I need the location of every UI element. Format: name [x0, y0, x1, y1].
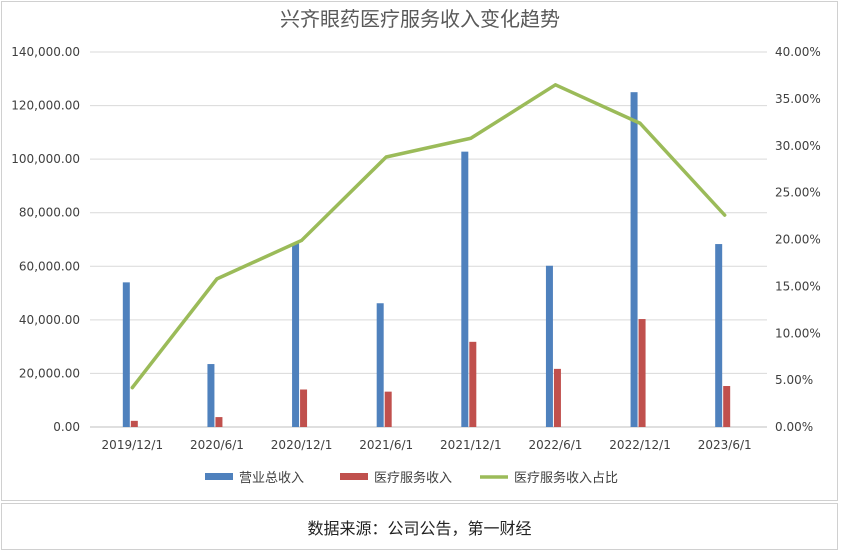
line-point	[384, 155, 388, 159]
bar-medical	[638, 319, 646, 427]
line-point	[469, 136, 473, 140]
source-note: 数据来源：公司公告，第一财经	[1, 503, 838, 550]
y-right-tick-label: 5.00%	[775, 373, 813, 387]
x-tick-label: 2021/6/1	[359, 438, 413, 452]
x-tick-label: 2023/6/1	[698, 438, 752, 452]
line-point	[638, 121, 642, 125]
legend-label: 营业总收入	[239, 471, 304, 486]
y-left-tick-label: 140,000.00	[11, 45, 80, 59]
bar-medical	[469, 341, 477, 427]
legend-label: 医疗服务收入占比	[514, 470, 618, 486]
x-tick-label: 2020/6/1	[190, 438, 244, 452]
bar-medical	[130, 420, 138, 427]
line-point	[130, 386, 134, 390]
y-right-tick-label: 35.00%	[775, 92, 821, 106]
y-left-tick-label: 40,000.00	[19, 313, 80, 327]
y-right-tick-label: 40.00%	[775, 45, 821, 59]
line-point	[300, 238, 304, 242]
y-left-tick-label: 60,000.00	[19, 259, 80, 273]
y-left-tick-label: 20,000.00	[19, 366, 80, 380]
bar-medical	[553, 368, 561, 427]
right-axis-ticks: 0.00% 5.00% 10.00% 15.00% 20.00% 25.00% 30.00%…	[775, 45, 821, 434]
bar-revenue	[461, 151, 469, 427]
bar-medical	[300, 389, 308, 427]
left-axis-ticks: 0.00 20,000.00 40,000.00 60,000.00 80,000.00…	[11, 45, 80, 434]
source-text: 数据来源：公司公告，第一财经	[307, 518, 532, 538]
x-tick-label: 2022/12/1	[609, 438, 671, 452]
bar-revenue	[207, 364, 215, 427]
bar-revenue	[292, 243, 300, 427]
bar-revenue	[376, 303, 384, 427]
y-left-tick-label: 80,000.00	[19, 206, 80, 220]
y-right-tick-label: 0.00%	[775, 420, 813, 434]
legend-bar-swatch	[205, 473, 233, 480]
line-point	[723, 213, 727, 217]
y-left-tick-label: 0.00	[53, 420, 80, 434]
y-right-tick-label: 10.00%	[775, 326, 821, 340]
bar-revenue	[630, 92, 638, 427]
y-right-tick-label: 20.00%	[775, 233, 821, 247]
bar-revenue	[715, 244, 723, 427]
x-axis-ticks: 2019/12/1 2020/6/1 2020/12/1 2021/6/1 2021/1…	[102, 438, 752, 452]
chart-frame: 兴齐眼药医疗服务收入变化趋势 0.00 20,000.00 40,000.00 60,…	[1, 1, 838, 501]
x-tick-label: 2021/12/1	[440, 438, 502, 452]
bar-medical	[723, 386, 731, 427]
legend: 营业总收入 医疗服务收入 医疗服务收入占比	[205, 470, 618, 486]
chart-svg: 兴齐眼药医疗服务收入变化趋势 0.00 20,000.00 40,000.00 60,…	[11, 7, 821, 486]
y-right-tick-label: 25.00%	[775, 186, 821, 200]
y-right-tick-label: 30.00%	[775, 139, 821, 153]
x-tick-label: 2019/12/1	[102, 438, 164, 452]
y-right-tick-label: 15.00%	[775, 279, 821, 293]
bar-revenue	[122, 282, 130, 427]
y-left-tick-label: 100,000.00	[11, 152, 80, 166]
bar-medical	[384, 391, 392, 427]
gridlines	[90, 51, 767, 428]
bar-revenue	[545, 265, 553, 427]
chart-title: 兴齐眼药医疗服务收入变化趋势	[280, 7, 560, 31]
y-left-tick-label: 120,000.00	[11, 99, 80, 113]
legend-label: 医疗服务收入	[374, 470, 452, 486]
line-series	[130, 83, 727, 390]
bar-medical	[215, 417, 223, 427]
x-tick-label: 2022/6/1	[528, 438, 582, 452]
line-share-ratio	[130, 83, 727, 390]
x-tick-label: 2020/12/1	[271, 438, 333, 452]
line-point	[215, 277, 219, 281]
bars	[122, 92, 731, 427]
legend-bar-swatch	[340, 473, 368, 480]
line-point	[553, 83, 557, 87]
